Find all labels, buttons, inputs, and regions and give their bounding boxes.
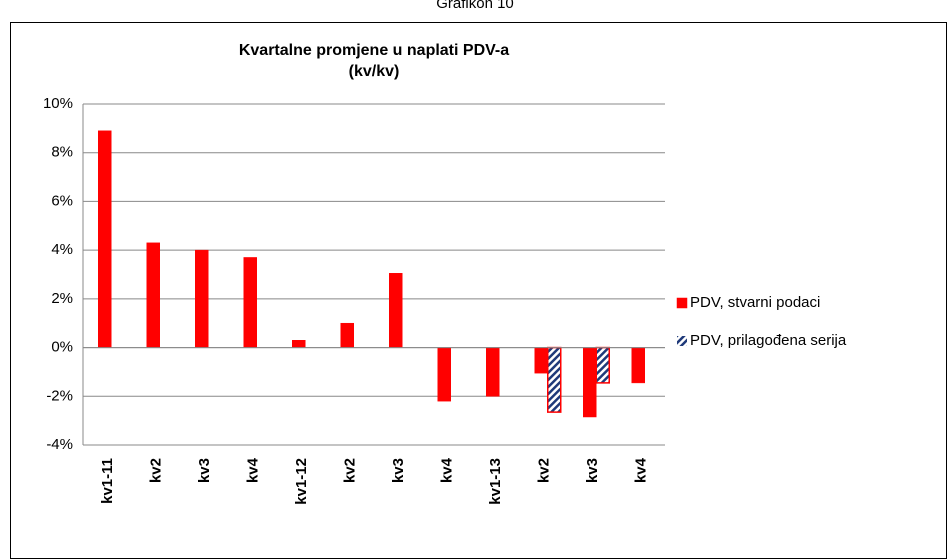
- bar: [243, 257, 257, 348]
- x-tick-label: kv4: [245, 457, 262, 483]
- caption: Grafikon 10: [436, 0, 514, 12]
- bar: [437, 347, 451, 402]
- x-tick-label: kv1-13: [487, 458, 504, 505]
- x-tick-label: kv2: [536, 458, 553, 483]
- bar: [534, 347, 548, 374]
- legend-label: PDV, prilagođena serija: [690, 332, 847, 349]
- bar: [146, 242, 160, 348]
- y-tick-label: -4%: [46, 436, 73, 453]
- x-tick-label: kv4: [633, 457, 650, 483]
- bar: [595, 346, 610, 384]
- y-tick-label: 10%: [43, 95, 73, 112]
- x-tick-label: kv2: [342, 458, 359, 483]
- y-tick-label: 6%: [51, 192, 73, 209]
- x-tick-label: kv4: [439, 457, 456, 483]
- y-tick-label: 8%: [51, 144, 73, 161]
- bar: [340, 322, 354, 348]
- legend-label: PDV, stvarni podaci: [690, 294, 820, 311]
- x-tick-label: kv3: [196, 458, 213, 483]
- x-tick-label: kv3: [390, 458, 407, 483]
- bar: [98, 130, 112, 348]
- bar: [292, 340, 306, 348]
- bar: [631, 347, 645, 384]
- bar: [195, 249, 209, 348]
- x-tick-label: kv1-11: [99, 458, 116, 504]
- legend-swatch: [676, 297, 688, 309]
- bar: [389, 273, 403, 348]
- chart-title: Kvartalne promjene u naplati PDV-a: [239, 42, 509, 59]
- y-tick-label: 2%: [51, 290, 73, 307]
- x-tick-label: kv3: [584, 458, 601, 483]
- y-tick-label: 0%: [51, 339, 73, 356]
- chart-subtitle: (kv/kv): [349, 63, 400, 80]
- x-tick-label: kv2: [148, 458, 165, 483]
- y-tick-label: 4%: [51, 241, 73, 258]
- y-tick-label: -2%: [46, 387, 73, 404]
- x-tick-label: kv1-12: [293, 458, 310, 505]
- bar: [547, 346, 562, 413]
- bar: [486, 347, 500, 397]
- chart-frame: [10, 22, 947, 559]
- legend-swatch: [677, 336, 687, 346]
- bar: [583, 347, 597, 418]
